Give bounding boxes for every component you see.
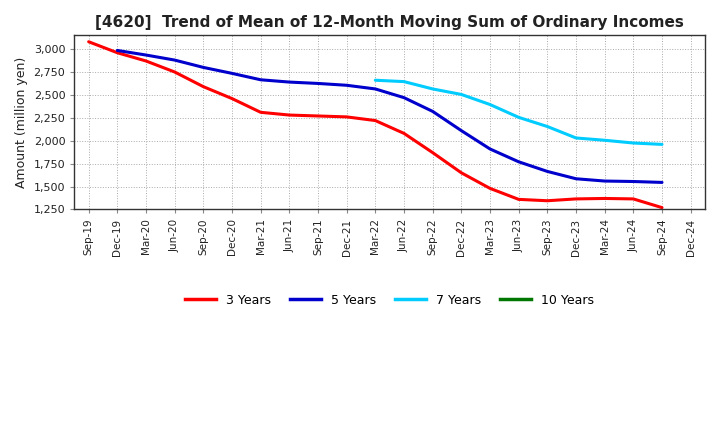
Y-axis label: Amount (million yen): Amount (million yen) xyxy=(15,57,28,188)
Title: [4620]  Trend of Mean of 12-Month Moving Sum of Ordinary Incomes: [4620] Trend of Mean of 12-Month Moving … xyxy=(95,15,684,30)
Legend: 3 Years, 5 Years, 7 Years, 10 Years: 3 Years, 5 Years, 7 Years, 10 Years xyxy=(180,289,600,312)
